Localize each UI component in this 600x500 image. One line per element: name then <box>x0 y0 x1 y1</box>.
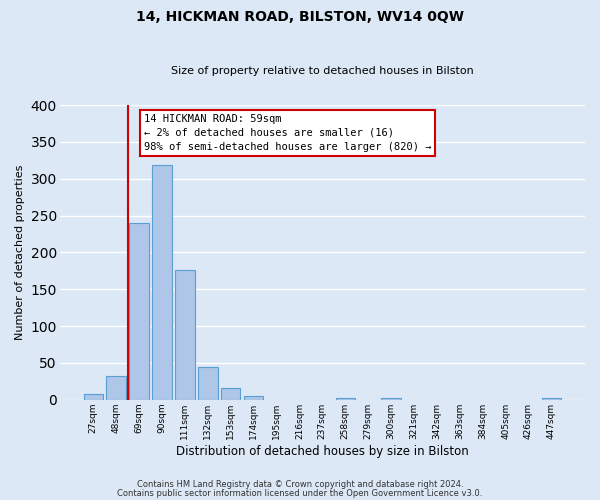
Bar <box>382 398 401 400</box>
Bar <box>335 398 355 400</box>
Text: Contains HM Land Registry data © Crown copyright and database right 2024.: Contains HM Land Registry data © Crown c… <box>137 480 463 489</box>
Text: 14, HICKMAN ROAD, BILSTON, WV14 0QW: 14, HICKMAN ROAD, BILSTON, WV14 0QW <box>136 10 464 24</box>
Bar <box>130 223 149 400</box>
Bar <box>175 270 194 400</box>
Bar <box>152 166 172 400</box>
Bar <box>106 376 126 400</box>
Text: 14 HICKMAN ROAD: 59sqm
← 2% of detached houses are smaller (16)
98% of semi-deta: 14 HICKMAN ROAD: 59sqm ← 2% of detached … <box>144 114 431 152</box>
Bar <box>542 398 561 400</box>
Bar <box>198 366 218 400</box>
Bar <box>221 388 241 400</box>
Title: Size of property relative to detached houses in Bilston: Size of property relative to detached ho… <box>171 66 474 76</box>
Y-axis label: Number of detached properties: Number of detached properties <box>15 164 25 340</box>
X-axis label: Distribution of detached houses by size in Bilston: Distribution of detached houses by size … <box>176 444 469 458</box>
Bar <box>83 394 103 400</box>
Bar <box>244 396 263 400</box>
Text: Contains public sector information licensed under the Open Government Licence v3: Contains public sector information licen… <box>118 489 482 498</box>
